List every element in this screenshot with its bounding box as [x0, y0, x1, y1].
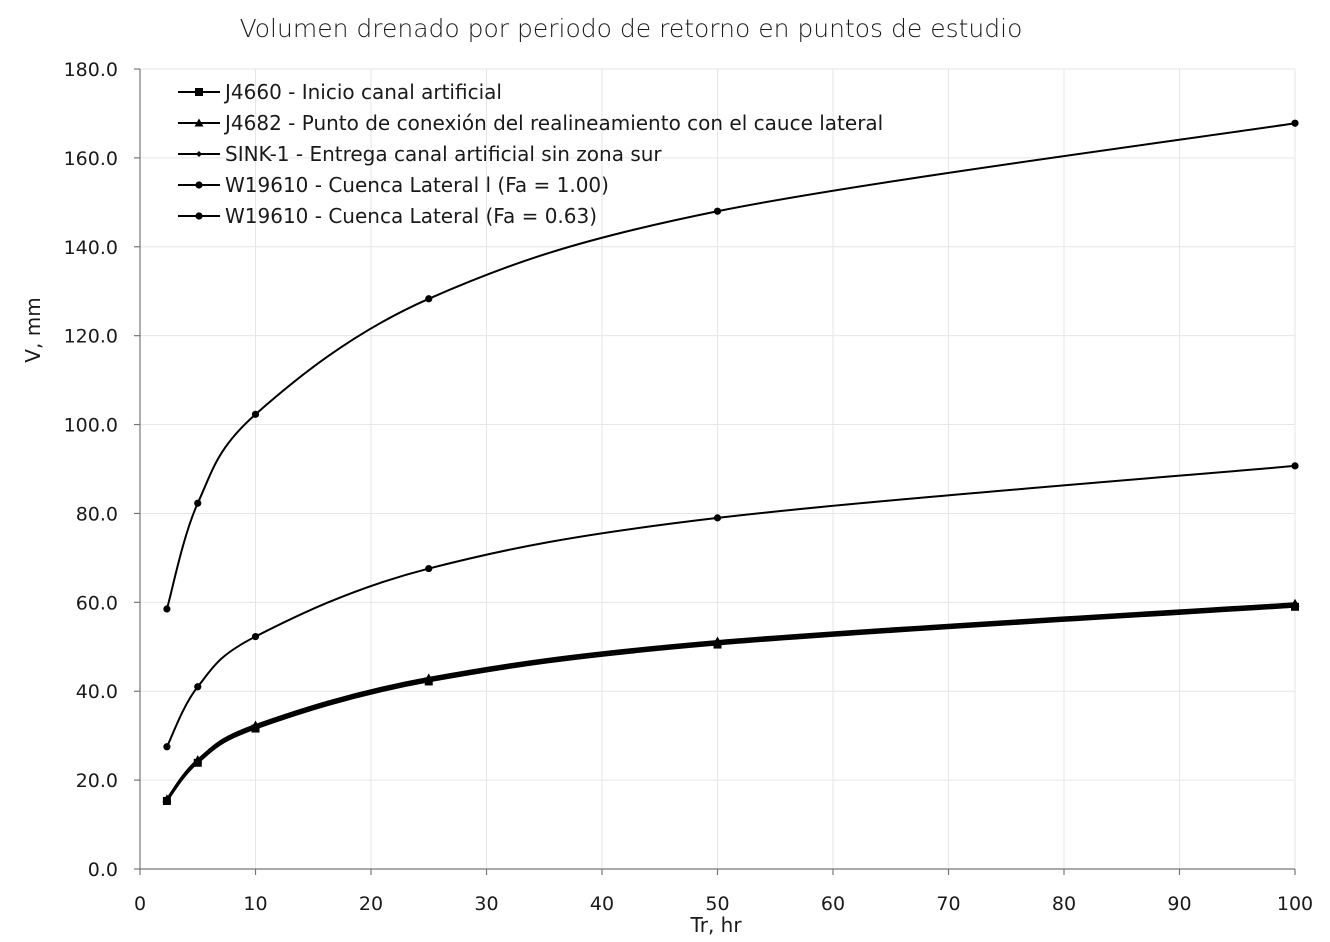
y-tick-label: 160.0: [64, 148, 118, 170]
data-point: [713, 514, 722, 522]
data-point: [1291, 119, 1299, 127]
data-point: [251, 410, 260, 418]
legend: J4660 - Inicio canal artificial J4682 - P…: [178, 80, 883, 228]
y-tick-label: 40.0: [76, 681, 118, 703]
data-point: [425, 676, 432, 683]
x-tick-label: 20: [359, 893, 383, 915]
y-tick-label: 180.0: [64, 59, 118, 81]
x-tick-label: 90: [1167, 893, 1191, 915]
series-1: [162, 602, 1299, 805]
x-axis-label: Tr, hr: [689, 913, 742, 937]
y-tick-label: 0.0: [88, 859, 118, 881]
series-5: [163, 462, 1299, 751]
series-line: [166, 605, 1296, 802]
legend-marker: [194, 118, 204, 127]
x-axis-ticks: 0 10 20 30 40 50 60 70 80 90 100: [134, 869, 1313, 915]
data-point: [194, 683, 202, 691]
data-point: [163, 743, 171, 751]
x-tick-label: 50: [705, 893, 729, 915]
data-point: [714, 639, 721, 646]
legend-label: W19610 - Cuenca Lateral (Fa = 0.63): [225, 204, 597, 228]
series-4: [163, 119, 1299, 613]
legend-label: W19610 - Cuenca Lateral l (Fa = 1.00): [225, 173, 609, 197]
x-tick-label: 40: [590, 893, 614, 915]
legend-item: W19610 - Cuenca Lateral (Fa = 0.63): [178, 204, 597, 228]
data-point: [1292, 602, 1298, 608]
legend-marker: [196, 151, 202, 157]
y-tick-label: 60.0: [76, 592, 118, 614]
legend-item: W19610 - Cuenca Lateral l (Fa = 1.00): [178, 173, 609, 197]
y-tick-label: 20.0: [76, 770, 118, 792]
data-point: [251, 632, 260, 641]
series-3: [163, 602, 1298, 803]
y-tick-label: 120.0: [64, 326, 118, 348]
series-line: [166, 602, 1296, 800]
y-axis-ticks: 0.0 20.0 40.0 60.0 80.0 100.0 120.0 140.0 160.0 1…: [64, 59, 140, 881]
series-2: [162, 598, 1300, 803]
legend-marker: [195, 212, 203, 220]
legend-item: J4682 - Punto de conexión del realineami…: [178, 111, 883, 135]
data-point: [163, 605, 171, 613]
x-tick-label: 100: [1277, 893, 1313, 915]
legend-marker: [195, 181, 203, 189]
x-tick-label: 80: [1052, 893, 1076, 915]
data-point: [425, 295, 433, 303]
legend-label: SINK-1 - Entrega canal artificial sin zo…: [225, 142, 662, 166]
y-axis-label: V, mm: [21, 297, 45, 362]
y-tick-label: 80.0: [76, 503, 118, 525]
data-point: [163, 796, 170, 803]
x-tick-label: 0: [134, 893, 146, 915]
chart-title: Volumen drenado por periodo de retorno e…: [240, 14, 1023, 43]
data-point: [194, 758, 201, 764]
data-point: [425, 564, 433, 573]
data-point: [194, 499, 202, 507]
legend-label: J4660 - Inicio canal artificial: [223, 80, 502, 104]
series-group: [162, 119, 1300, 805]
x-tick-label: 60: [821, 893, 845, 915]
series-line: [166, 604, 1296, 801]
y-tick-label: 100.0: [64, 415, 118, 437]
legend-label: J4682 - Punto de conexión del realineami…: [223, 111, 883, 135]
grid-lines: [140, 68, 1296, 869]
x-tick-label: 70: [936, 893, 960, 915]
legend-item: SINK-1 - Entrega canal artificial sin zo…: [178, 142, 662, 166]
y-tick-label: 140.0: [64, 237, 118, 259]
data-point: [1291, 462, 1299, 470]
x-tick-label: 10: [243, 893, 267, 915]
data-point: [713, 207, 722, 215]
series-line: [165, 122, 1296, 610]
data-point: [252, 723, 259, 730]
legend-marker: [195, 88, 203, 96]
legend-item: J4660 - Inicio canal artificial: [178, 80, 502, 104]
series-line: [166, 464, 1296, 748]
x-tick-label: 30: [474, 893, 498, 915]
